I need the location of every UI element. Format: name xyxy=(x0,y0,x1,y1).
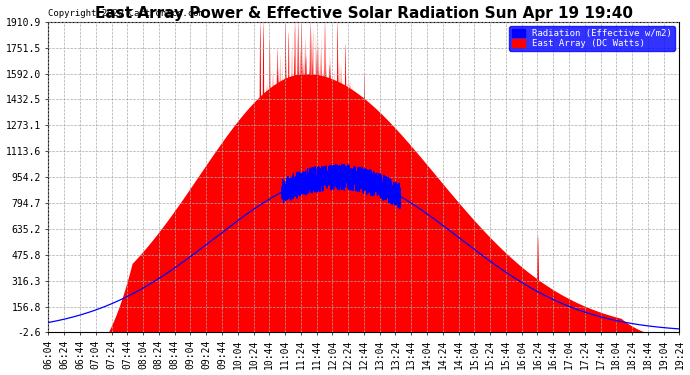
Legend: Radiation (Effective w/m2), East Array (DC Watts): Radiation (Effective w/m2), East Array (… xyxy=(509,26,675,51)
Text: Copyright 2020 Cartronics.com: Copyright 2020 Cartronics.com xyxy=(48,9,204,18)
Title: East Array Power & Effective Solar Radiation Sun Apr 19 19:40: East Array Power & Effective Solar Radia… xyxy=(95,6,633,21)
